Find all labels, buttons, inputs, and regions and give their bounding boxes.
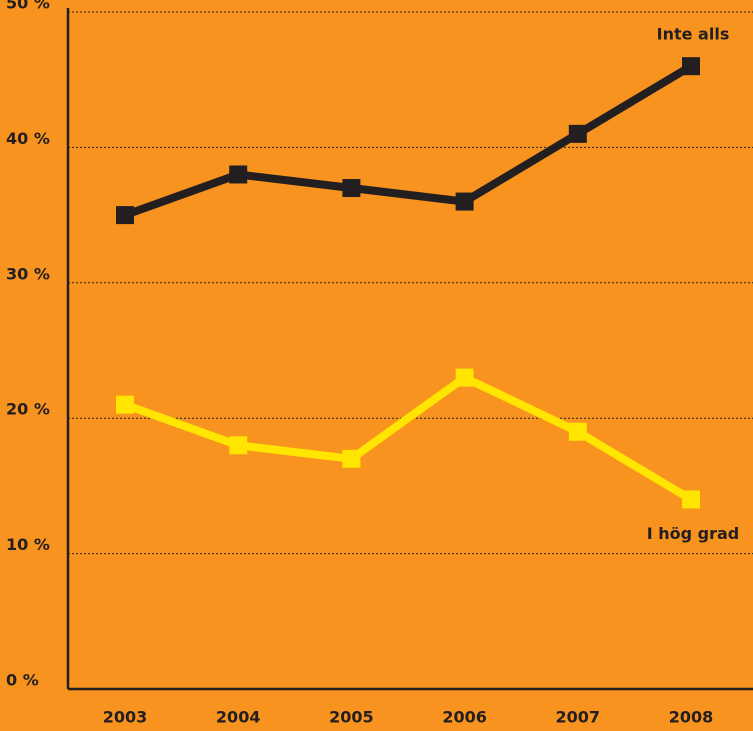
y-tick-label: 50 % [6, 0, 50, 13]
point-marker [682, 57, 700, 76]
point-marker [455, 368, 474, 387]
point-marker [229, 165, 248, 184]
y-tick-label: 20 % [6, 400, 50, 419]
point-marker [342, 179, 361, 198]
point-marker [568, 124, 587, 143]
point-marker [455, 192, 474, 211]
x-tick-label: 2004 [216, 708, 261, 727]
series-label: I hög grad [647, 524, 740, 543]
point-marker [342, 449, 361, 468]
y-tick-label: 0 % [6, 671, 39, 690]
y-tick-label: 10 % [6, 535, 50, 554]
x-tick-label: 2007 [556, 708, 601, 727]
series-line [123, 372, 694, 503]
x-tick-label: 2008 [669, 708, 714, 727]
point-marker [116, 206, 134, 225]
series-label: Inte alls [657, 25, 730, 44]
point-marker [568, 422, 587, 441]
y-tick-label: 30 % [6, 264, 50, 283]
x-tick-label: 2005 [329, 708, 374, 727]
x-tick-label: 2006 [442, 708, 487, 727]
x-tick-label: 2003 [103, 708, 148, 727]
point-marker [682, 490, 700, 509]
point-marker [229, 436, 248, 455]
point-marker [116, 395, 134, 414]
series-line [123, 62, 694, 219]
y-tick-label: 40 % [6, 129, 50, 148]
